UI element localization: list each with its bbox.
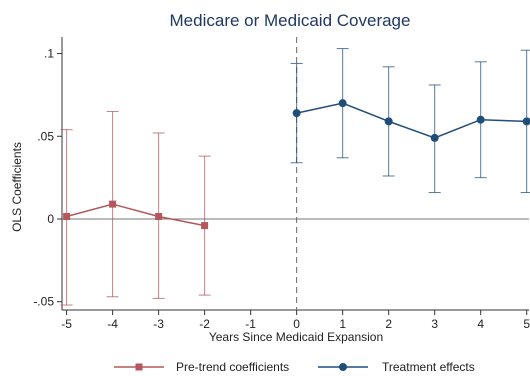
data-point (63, 213, 71, 221)
plot-area: -.05 0 .05 .1 -5 -4 -3 -2 -1 0 1 2 3 4 5 (33, 37, 530, 331)
x-tick-label: -2 (199, 317, 210, 331)
legend-label: Pre-trend coefficients (176, 360, 289, 374)
y-axis-label: OLS Coefficients (10, 142, 24, 232)
data-point (201, 222, 209, 230)
y-tick-label: -.05 (33, 295, 54, 309)
data-point (522, 117, 530, 126)
series-1 (290, 48, 530, 194)
x-tick-label: -3 (153, 317, 164, 331)
x-tick-label: 1 (339, 317, 346, 331)
series-0 (60, 110, 211, 306)
chart-title: Medicare or Medicaid Coverage (170, 11, 411, 30)
x-tick-label: 5 (523, 317, 530, 331)
data-point (109, 200, 117, 208)
x-tick-label: 4 (477, 317, 484, 331)
y-tick-label: .1 (44, 47, 54, 61)
x-tick-label: -4 (107, 317, 118, 331)
data-point (430, 133, 439, 142)
x-axis-label: Years Since Medicaid Expansion (209, 330, 383, 344)
data-point (476, 115, 485, 124)
y-tick-label: 0 (47, 212, 54, 226)
legend-marker (135, 363, 143, 371)
x-tick-label: 3 (431, 317, 438, 331)
data-point (338, 99, 347, 108)
x-tick-label: 0 (293, 317, 300, 331)
legend-label: Treatment effects (382, 360, 475, 374)
x-tick-label: 2 (385, 317, 392, 331)
legend-marker (339, 363, 347, 371)
data-point (384, 117, 393, 126)
y-tick-label: .05 (37, 129, 54, 143)
x-tick-label: -1 (245, 317, 256, 331)
x-tick-label: -5 (61, 317, 72, 331)
data-point (292, 109, 301, 118)
data-point (155, 213, 163, 221)
legend: Pre-trend coefficients Treatment effects (114, 360, 475, 374)
series-line (296, 102, 527, 139)
series-line (66, 203, 205, 227)
